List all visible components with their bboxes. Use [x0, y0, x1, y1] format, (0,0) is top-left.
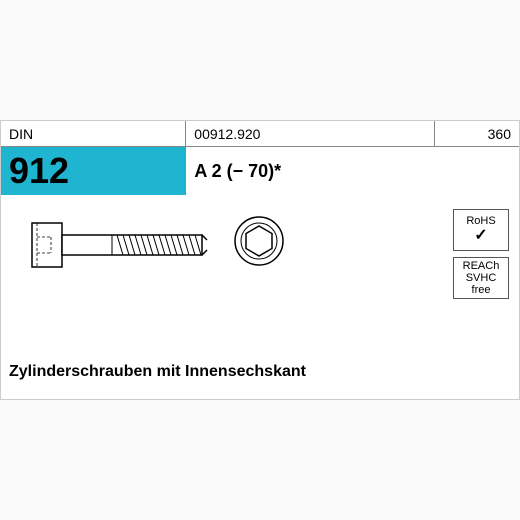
product-description: Zylinderschrauben mit Innensechskant: [9, 363, 306, 381]
sub-row: 912 A 2 (− 70)*: [1, 147, 519, 195]
rohs-badge: RoHS: [453, 209, 509, 251]
standard-number: 912: [1, 147, 186, 195]
reach-line3: free: [472, 284, 491, 296]
header-row: DIN 00912.920 360: [1, 121, 519, 147]
rohs-label: RoHS: [466, 215, 495, 227]
screw-head-view: [231, 213, 287, 269]
right-code: 360: [435, 121, 519, 146]
check-icon: [474, 227, 487, 245]
reach-line2: SVHC: [466, 272, 497, 284]
din-label: DIN: [1, 121, 186, 146]
reach-badge: REACh SVHC free: [453, 257, 509, 299]
spec-panel: DIN 00912.920 360 912 A 2 (− 70)*: [0, 120, 520, 400]
illustration-area: RoHS REACh SVHC free: [1, 195, 519, 335]
screw-side-view: [31, 217, 211, 273]
reach-line1: REACh: [463, 260, 500, 272]
product-code: 00912.920: [186, 121, 435, 146]
material-spec: A 2 (− 70)*: [186, 147, 519, 195]
